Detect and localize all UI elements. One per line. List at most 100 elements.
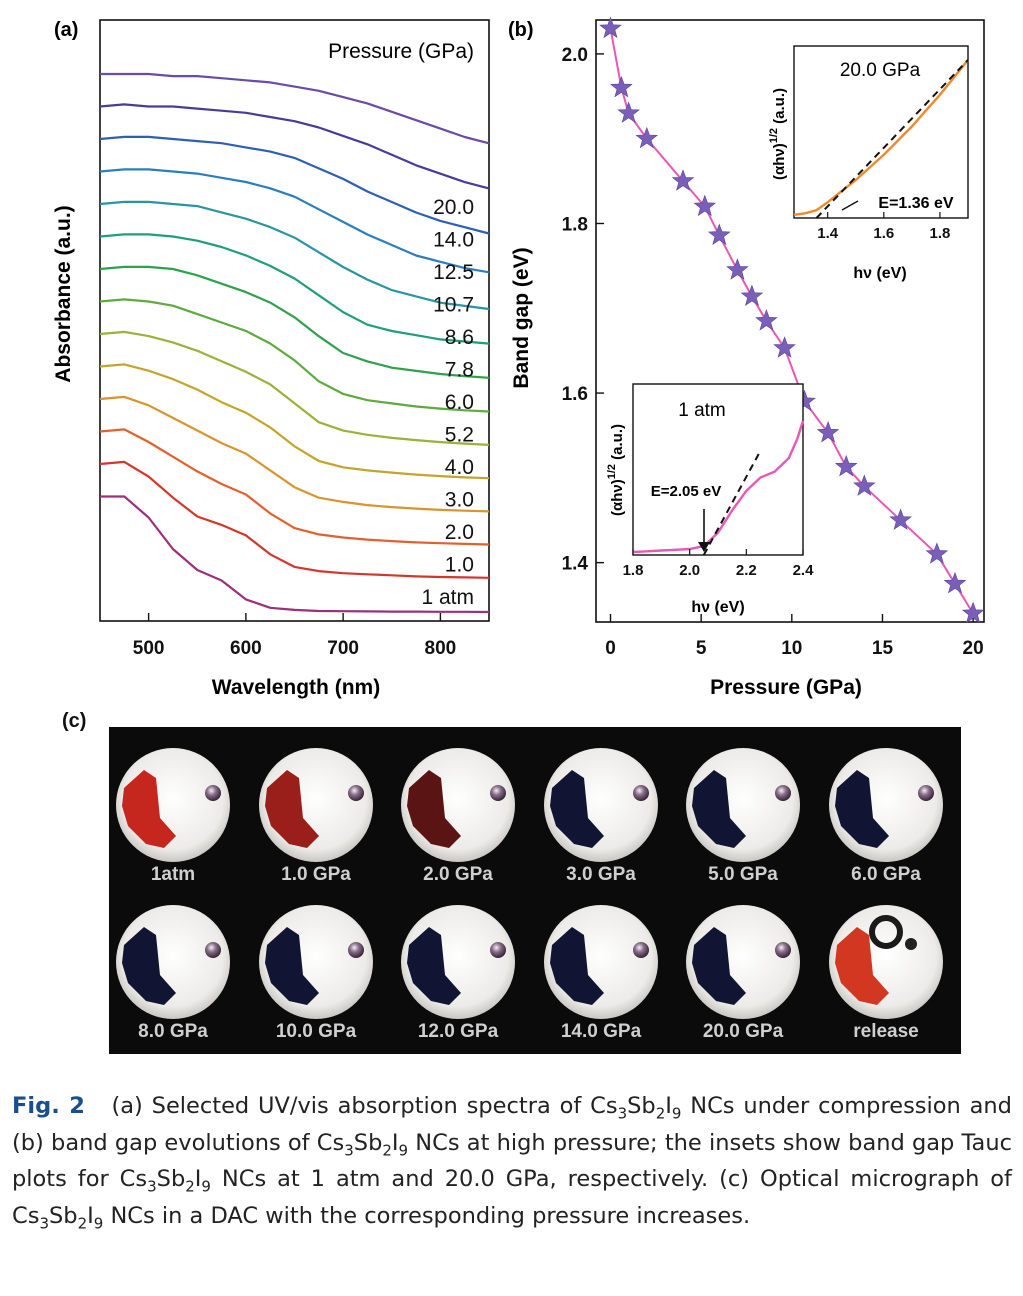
tauc-fit-line xyxy=(815,59,969,219)
inset-x-tick-label: 1.8 xyxy=(623,562,644,579)
ruby-sphere xyxy=(775,942,791,958)
panel-b-chart: 1.4 1.6 1.8 2.0 0 5 10 15 20 Pressure (GPa) Ban… xyxy=(510,16,985,699)
ruby-sphere xyxy=(633,942,649,958)
spectrum-line xyxy=(99,330,490,446)
x-tick-label: 5 xyxy=(696,638,707,659)
spectrum-pressure-label: 8.6 xyxy=(445,326,474,349)
micrograph-cell: 12.0 GPa xyxy=(401,905,515,1042)
sample-crystal xyxy=(550,927,604,1005)
bandgap-point xyxy=(610,75,633,98)
ruby-sphere xyxy=(490,942,506,958)
x-tick-label: 20 xyxy=(963,638,984,659)
bandgap-point xyxy=(755,309,778,331)
sample-crystal xyxy=(835,770,889,848)
spectrum-pressure-label: 20.0 xyxy=(433,196,474,219)
sample-crystal xyxy=(692,770,746,848)
ruby-ring xyxy=(869,915,903,949)
inset-20gpa: 20.0 GPa E=1.36 eV 1.4 1.6 1.8 hν (eV) (αh… xyxy=(768,45,969,282)
micrograph-cell: release xyxy=(829,905,943,1042)
spectrum-pressure-label: 14.0 xyxy=(433,229,474,252)
inset-20gpa-xlabel: hν (eV) xyxy=(853,265,906,282)
x-tick-label: 600 xyxy=(230,638,262,659)
ruby-sphere xyxy=(633,785,649,801)
ruby-sphere xyxy=(205,942,221,958)
micrograph-cell: 1atm xyxy=(116,748,230,885)
pressure-label: 12.0 GPa xyxy=(418,1021,499,1042)
ruby-sphere xyxy=(490,785,506,801)
micrograph-cell: 20.0 GPa xyxy=(686,905,800,1042)
bandgap-point xyxy=(943,571,967,594)
pressure-label: 1atm xyxy=(151,864,195,885)
figure-panels-ab: (a) 1 atm 1.0 2.0 3.0 4.0 5.2 6.0 7.8 8.6 10.7 12.… xyxy=(52,16,985,699)
sample-crystal xyxy=(835,927,889,1005)
ruby-sphere xyxy=(348,942,364,958)
y-tick-label: 2.0 xyxy=(562,45,588,66)
pressure-label: 5.0 GPa xyxy=(708,864,778,885)
inset-x-tick-label: 1.6 xyxy=(873,225,894,242)
bandgap-point xyxy=(617,101,640,123)
bandgap-point xyxy=(773,336,796,358)
inset-1atm-arrowhead xyxy=(698,542,710,552)
spectrum-line xyxy=(99,103,490,190)
pressure-label: 3.0 GPa xyxy=(566,864,636,885)
pressure-label: 14.0 GPa xyxy=(561,1021,642,1042)
ruby-sphere xyxy=(775,785,791,801)
micrograph-cell: 14.0 GPa xyxy=(544,905,658,1042)
bandgap-point xyxy=(707,223,731,245)
spectrum-pressure-label: 4.0 xyxy=(445,456,474,479)
bandgap-point xyxy=(889,508,912,530)
panel-a-xlabel: Wavelength (nm) xyxy=(212,676,380,699)
micrograph-cell: 5.0 GPa xyxy=(686,748,800,885)
micrograph-cell: 8.0 GPa xyxy=(116,905,230,1042)
x-tick-label: 800 xyxy=(425,638,457,659)
panel-a-frame xyxy=(99,19,490,622)
sample-crystal xyxy=(407,927,461,1005)
y-tick-label: 1.4 xyxy=(562,554,589,575)
sample-crystal xyxy=(407,770,461,848)
sample-crystal xyxy=(265,927,319,1005)
x-tick-label: 15 xyxy=(872,638,894,659)
inset-1atm-xlabel: hν (eV) xyxy=(691,599,744,616)
inset-x-tick-label: 2.2 xyxy=(736,562,757,579)
spectrum-line xyxy=(100,495,490,614)
caption-fig-label: Fig. 2 xyxy=(12,1093,85,1119)
panel-a-ylabel: Absorbance (a.u.) xyxy=(52,205,75,382)
spectrum-line xyxy=(99,200,490,311)
spectrum-pressure-label: 5.2 xyxy=(445,424,474,447)
inset-x-tick-label: 1.8 xyxy=(930,225,951,242)
spectrum-line xyxy=(100,72,490,145)
ruby-sphere xyxy=(348,785,364,801)
inset-1atm-ylabel: (αhν)1/2 (a.u.) xyxy=(606,424,626,516)
spectrum-line xyxy=(99,135,490,235)
tauc-fit-line xyxy=(702,450,762,556)
spectrum-pressure-label: 2.0 xyxy=(445,521,474,544)
spectrum-line xyxy=(99,168,490,274)
panel-a-legend-title: Pressure (GPa) xyxy=(328,40,474,63)
ruby-sphere xyxy=(905,938,917,950)
micrograph-cell: 1.0 GPa xyxy=(259,748,373,885)
y-tick-label: 1.6 xyxy=(562,384,588,405)
spectrum-line xyxy=(99,265,490,379)
spectrum-pressure-label: 12.5 xyxy=(433,261,474,284)
x-tick-label: 10 xyxy=(781,638,802,659)
inset-20gpa-ylabel: (αhν)1/2 (a.u.) xyxy=(768,88,788,180)
figure-caption: Fig. 2 (a) Selected UV/vis absorption sp… xyxy=(12,1088,1012,1234)
caption-text: (a) Selected UV/vis absorption spectra o… xyxy=(12,1093,1012,1232)
spectrum-line xyxy=(99,363,490,480)
panel-b-xlabel: Pressure (GPa) xyxy=(710,676,862,699)
pressure-label: release xyxy=(853,1021,919,1042)
pressure-label: 8.0 GPa xyxy=(138,1021,208,1042)
bandgap-point xyxy=(834,454,858,477)
ruby-sphere xyxy=(918,785,934,801)
spectrum-pressure-label: 1 atm xyxy=(421,586,474,609)
inset-x-tick-label: 2.0 xyxy=(679,562,700,579)
micrograph-cell: 2.0 GPa xyxy=(401,748,515,885)
inset-20gpa-annotation: E=1.36 eV xyxy=(878,195,954,212)
figure-panel-c: (c) 1atm 1.0 GPa 2.0 GPa 3.0 GPa 5.0 GPa 6.0 … xyxy=(62,710,961,1054)
x-tick-label: 0 xyxy=(605,638,616,659)
panel-a-label: (a) xyxy=(54,19,78,41)
y-tick-label: 1.8 xyxy=(562,214,588,235)
bandgap-point xyxy=(961,601,985,624)
inset-x-tick-label: 1.4 xyxy=(817,225,839,242)
spectrum-line xyxy=(99,460,490,579)
